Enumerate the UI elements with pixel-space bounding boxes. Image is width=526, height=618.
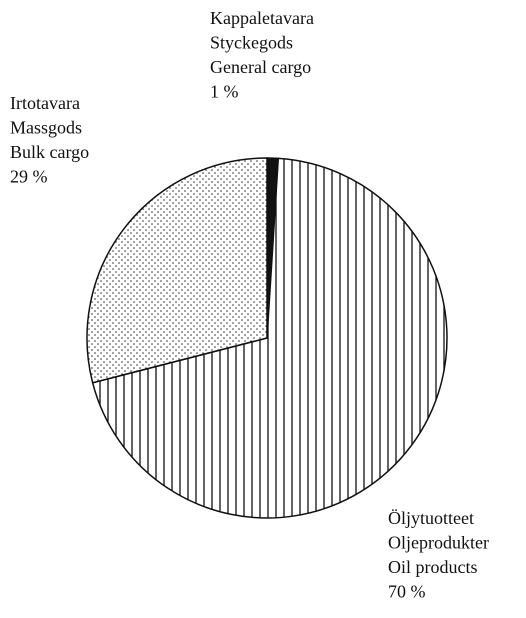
slice-label: General cargo <box>210 57 311 77</box>
slice-label: Oil products <box>388 557 478 577</box>
slice-label: Irtotavara <box>10 93 80 113</box>
slice-value-label: 70 % <box>388 582 426 602</box>
slice-label: Massgods <box>10 118 82 138</box>
pie-slice <box>91 157 448 519</box>
slice-label: Öljytuotteet <box>388 508 474 528</box>
slice-label: Kappaletavara <box>210 8 314 28</box>
slice-value-label: 29 % <box>10 167 48 187</box>
slice-label: Oljeprodukter <box>388 533 489 553</box>
slice-label: Styckegods <box>210 33 293 53</box>
slice-label: Bulk cargo <box>10 142 89 162</box>
slice-value-label: 1 % <box>210 82 239 102</box>
pie-slice <box>86 157 268 384</box>
